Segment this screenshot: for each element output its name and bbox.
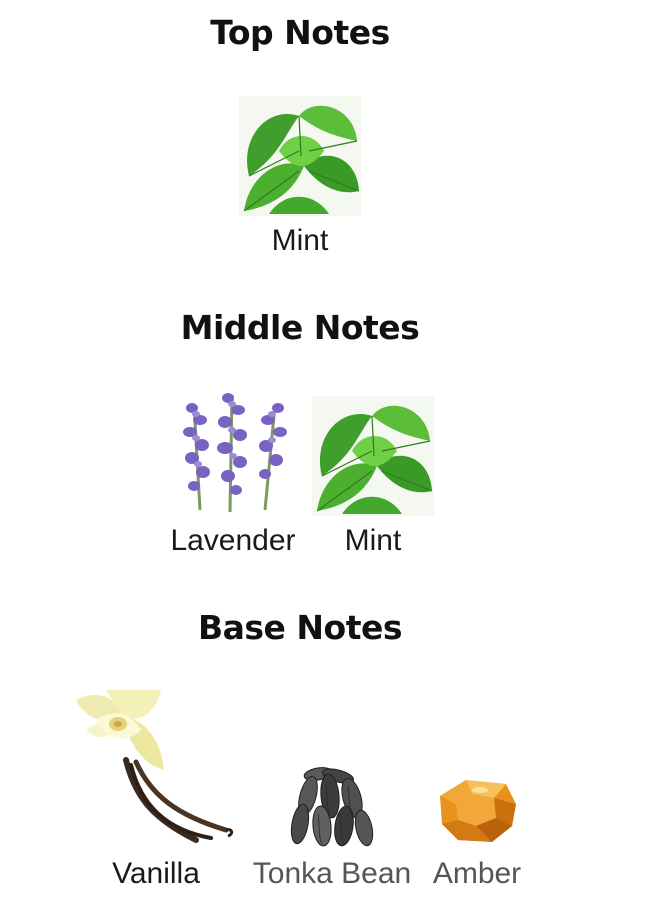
section-title-base-notes: Base Notes bbox=[197, 608, 403, 647]
note-label-amber: Amber bbox=[432, 857, 522, 890]
amber-icon bbox=[436, 774, 518, 846]
vanilla-icon bbox=[76, 690, 236, 846]
section-title-top-notes: Top Notes bbox=[210, 13, 390, 52]
note-label-mint: Mint bbox=[344, 524, 402, 557]
tonka-bean-icon bbox=[288, 766, 376, 848]
note-label-vanilla: Vanilla bbox=[112, 857, 200, 890]
note-label-tonka-bean: Tonka Bean bbox=[252, 857, 412, 890]
section-title-middle-notes: Middle Notes bbox=[180, 308, 420, 347]
mint-icon bbox=[312, 396, 434, 516]
note-label-mint: Mint bbox=[271, 224, 329, 257]
note-label-lavender: Lavender bbox=[170, 524, 296, 557]
lavender-icon bbox=[170, 390, 296, 516]
mint-icon bbox=[239, 96, 361, 216]
